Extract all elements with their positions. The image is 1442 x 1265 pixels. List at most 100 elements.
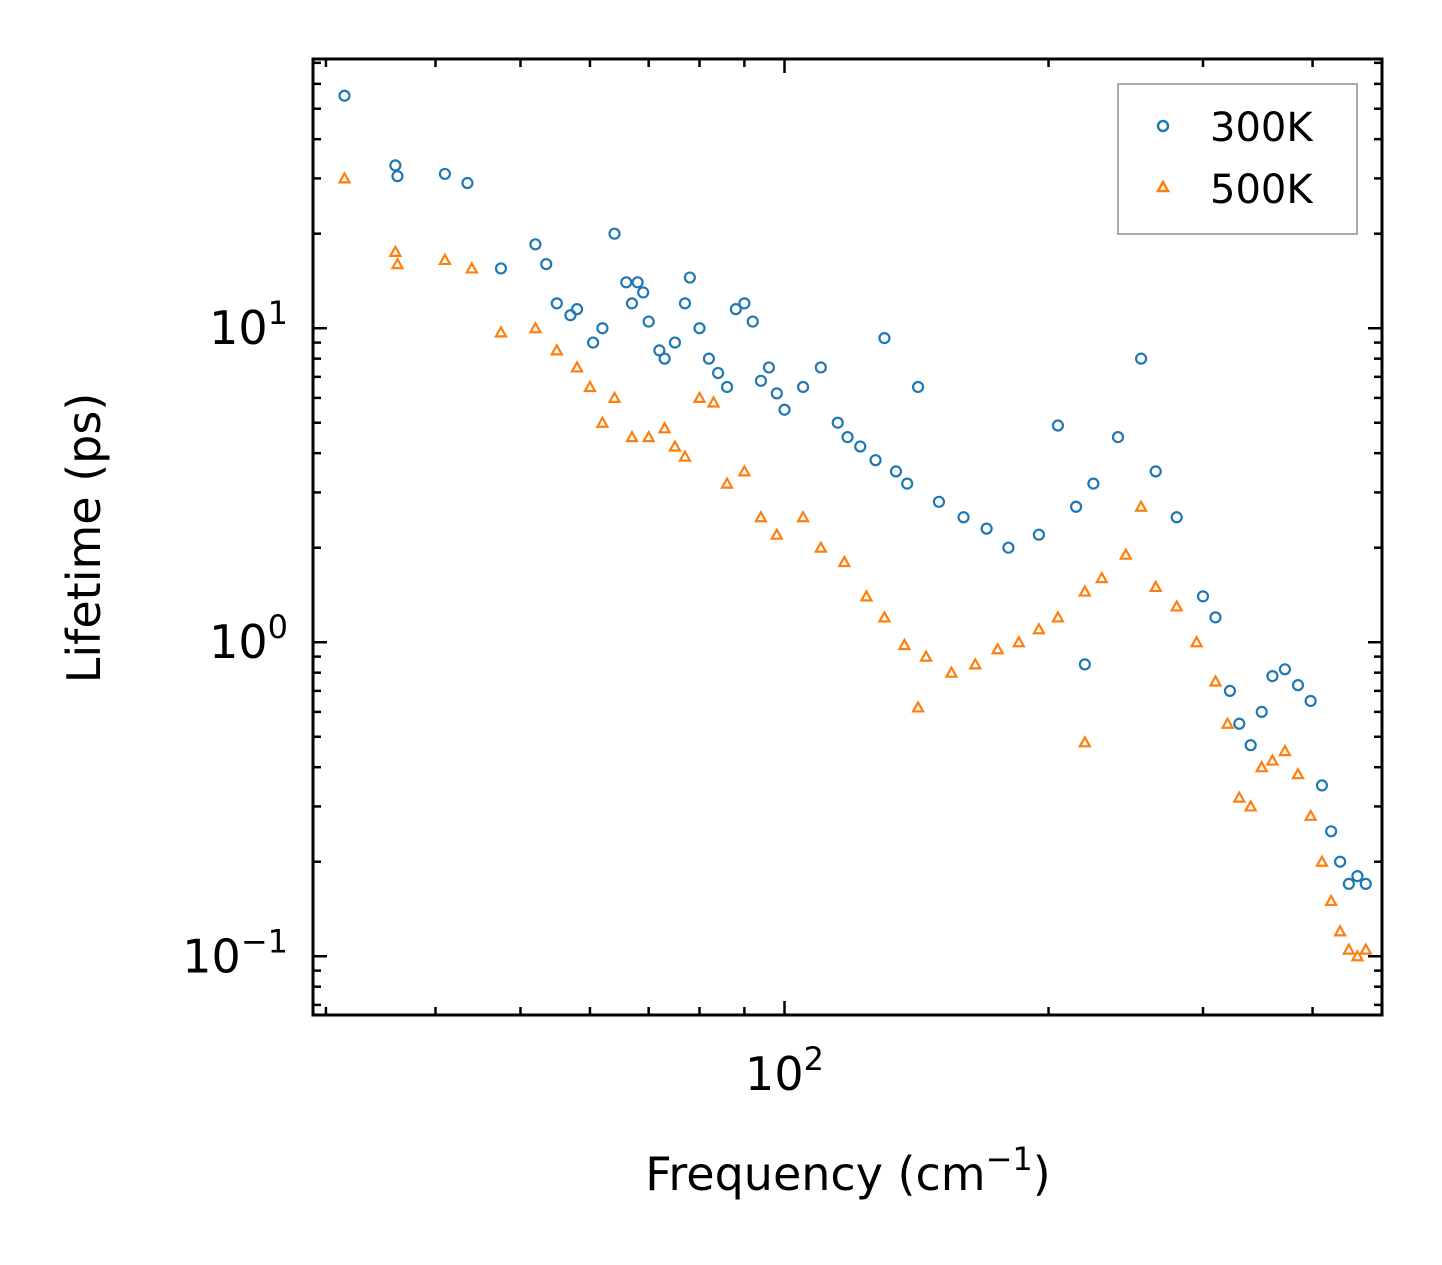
point-500k — [388, 244, 403, 257]
point-300k — [1359, 877, 1372, 890]
point-300k — [778, 403, 791, 416]
point-500k — [1189, 634, 1204, 648]
point-300k — [1051, 419, 1065, 432]
point-500k — [1148, 579, 1163, 593]
y-tick-label: 100 — [209, 608, 288, 669]
point-500k — [769, 527, 784, 540]
point-300k — [653, 344, 666, 357]
point-300k — [658, 352, 671, 365]
point-500k — [1358, 942, 1373, 955]
point-300k — [814, 361, 827, 374]
point-500k — [607, 390, 622, 403]
point-500k — [754, 510, 768, 523]
point-500k — [911, 700, 925, 713]
point-300k — [1351, 869, 1364, 883]
legend-box — [1117, 83, 1358, 235]
point-500k — [944, 665, 959, 678]
point-300k — [678, 297, 692, 310]
point-300k — [625, 297, 639, 310]
series-300k — [338, 89, 1372, 890]
point-300k — [1325, 825, 1338, 838]
point-500k — [583, 379, 597, 393]
point-300k — [1255, 705, 1268, 718]
point-300k — [1111, 431, 1125, 444]
point-500k — [919, 649, 933, 662]
point-300k — [1032, 528, 1045, 541]
point-500k — [837, 554, 852, 568]
point-500k — [549, 343, 564, 356]
point-500k — [1077, 735, 1092, 748]
point-500k — [1254, 759, 1269, 773]
point-500k — [390, 256, 405, 270]
point-300k — [729, 303, 742, 316]
point-300k — [540, 258, 553, 271]
point-300k — [1244, 739, 1257, 752]
point-500k — [464, 261, 479, 274]
point-300k — [869, 454, 882, 467]
point-500k — [706, 395, 721, 408]
point-300k — [711, 366, 725, 380]
point-500k — [737, 464, 752, 477]
point-500k — [1341, 942, 1356, 955]
point-500k — [877, 610, 892, 623]
point-300k — [1002, 541, 1015, 554]
point-300k — [461, 176, 474, 190]
series-500k — [337, 171, 1373, 962]
point-500k — [1291, 766, 1305, 780]
point-500k — [1324, 893, 1339, 907]
point-300k — [1266, 670, 1279, 683]
point-500k — [494, 325, 508, 338]
point-300k — [1078, 658, 1091, 671]
point-300k — [1342, 877, 1355, 890]
point-300k — [683, 271, 696, 284]
point-500k — [1243, 799, 1258, 812]
point-500k — [1208, 674, 1223, 687]
point-300k — [529, 238, 542, 251]
point-500k — [1333, 924, 1347, 937]
point-500k — [1350, 948, 1365, 962]
point-300k — [754, 374, 768, 387]
point-300k — [1087, 477, 1100, 490]
legend-label-300k: 300K — [1210, 105, 1314, 151]
point-300k — [1334, 855, 1347, 868]
point-300k — [637, 286, 650, 299]
point-300k — [570, 303, 584, 316]
point-300k — [720, 380, 734, 394]
point-500k — [570, 360, 584, 373]
point-300k — [702, 352, 716, 365]
point-300k — [642, 315, 655, 328]
point-300k — [389, 159, 402, 172]
point-300k — [957, 511, 970, 524]
y-axis-label: Lifetime (ps) — [57, 393, 111, 684]
point-300k — [586, 336, 600, 349]
point-300k — [796, 380, 810, 394]
point-300k — [762, 361, 776, 374]
point-300k — [550, 297, 563, 310]
point-300k — [980, 522, 993, 535]
point-500k — [859, 589, 874, 602]
point-300k — [693, 322, 706, 335]
point-500k — [1315, 854, 1329, 867]
point-500k — [1011, 634, 1026, 648]
legend-label-500k: 500K — [1210, 167, 1314, 213]
point-500k — [1077, 584, 1092, 597]
point-300k — [932, 495, 946, 508]
point-300k — [608, 227, 621, 240]
point-300k — [770, 387, 783, 400]
point-500k — [1094, 570, 1109, 584]
point-300k — [911, 380, 925, 394]
point-300k — [1315, 779, 1329, 792]
point-500k — [720, 476, 734, 489]
point-300k — [1291, 679, 1305, 692]
axis-ticks: 102 10−1 100 101 — [182, 59, 1382, 1101]
point-500k — [678, 449, 692, 462]
point-300k — [438, 167, 451, 181]
point-500k — [1232, 790, 1247, 803]
point-300k — [338, 89, 351, 102]
point-300k — [564, 309, 577, 322]
point-300k — [878, 332, 891, 345]
legend: 300K 500K — [1117, 83, 1358, 235]
y-tick-label: 101 — [209, 294, 288, 355]
point-300k — [1304, 694, 1317, 708]
